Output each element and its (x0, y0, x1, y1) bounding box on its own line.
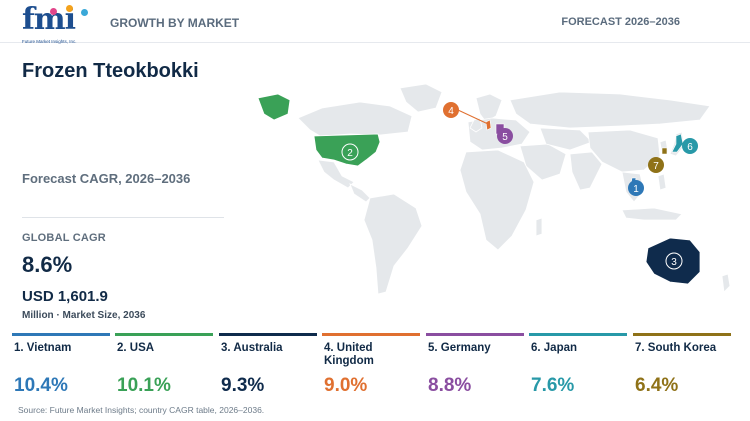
country-name: 2. USA (117, 342, 155, 354)
country-card-south-korea[interactable]: 7. South Korea 6.4% (633, 333, 731, 403)
land-india (569, 151, 603, 191)
land-central-asia (539, 127, 593, 151)
country-cagr-value: 9.0% (324, 375, 368, 396)
land-south-america (363, 193, 423, 295)
country-card-australia[interactable]: 3. Australia 9.3% (219, 333, 317, 403)
header-section-label: GROWTH BY MARKET (110, 16, 240, 30)
marker-uk[interactable]: 4 (443, 102, 459, 118)
country-name: 3. Australia (221, 342, 283, 354)
land-uk-ireland (469, 117, 483, 133)
forecast-subtitle: Forecast CAGR, 2026–2036 (22, 171, 191, 186)
country-cagr-value: 10.1% (117, 375, 171, 396)
country-name: 1. Vietnam (14, 342, 72, 354)
country-cagr-value: 9.3% (221, 375, 265, 396)
card-accent-bar (529, 333, 627, 336)
marker-australia[interactable]: 3 (665, 252, 683, 270)
country-card-vietnam[interactable]: 1. Vietnam 10.4% (12, 333, 110, 403)
card-accent-bar (12, 333, 110, 336)
marker-label-usa: 2 (347, 148, 353, 159)
land-madagascar (535, 217, 543, 237)
country-cagr-value: 8.8% (428, 375, 472, 396)
land-philippines (657, 173, 667, 191)
market-size-value: USD 1,601.9 (22, 288, 108, 305)
market-size-unit: Million · Market Size, 2036 (22, 310, 146, 321)
country-cagr-cards: 1. Vietnam 10.4% 2. USA 10.1% 3. Austral… (12, 333, 736, 403)
world-map: 1 2 3 4 5 6 7 (257, 83, 731, 295)
marker-label-vietnam: 1 (633, 184, 639, 195)
country-name: 5. Germany (428, 342, 491, 354)
land-greenland (399, 83, 443, 113)
marker-label-south-korea: 7 (653, 161, 659, 172)
land-russia (509, 91, 711, 129)
header-forecast-label: FORECAST 2026–2036 (561, 16, 680, 28)
marker-label-germany: 5 (502, 132, 508, 143)
uk-shape (485, 119, 492, 131)
country-cagr-value: 10.4% (14, 375, 68, 396)
header: fmi Future Market Insights, Inc. GROWTH … (0, 0, 750, 46)
marker-vietnam[interactable]: 1 (628, 180, 644, 196)
country-name: 7. South Korea (635, 342, 717, 354)
card-accent-bar (219, 333, 317, 336)
country-card-united-kingdom[interactable]: 4. United Kingdom 9.0% (322, 333, 420, 403)
marker-germany[interactable]: 5 (497, 128, 513, 144)
card-accent-bar (115, 333, 213, 336)
logo-dot-icon (50, 8, 57, 15)
divider (22, 217, 224, 218)
page-title: Frozen Tteokbokki (22, 60, 199, 82)
south-korea-shape (661, 147, 668, 155)
global-cagr-label: GLOBAL CAGR (22, 232, 106, 244)
marker-south-korea[interactable]: 7 (648, 157, 664, 173)
country-cagr-value: 7.6% (531, 375, 575, 396)
uk-leader-line (457, 109, 489, 125)
card-accent-bar (426, 333, 524, 336)
global-cagr-value: 8.6% (22, 252, 73, 277)
marker-label-uk: 4 (448, 106, 454, 117)
marker-label-japan: 6 (687, 142, 693, 153)
country-card-germany[interactable]: 5. Germany 8.8% (426, 333, 524, 403)
logo-dot-icon (81, 9, 88, 16)
country-name: 4. United Kingdom (324, 342, 374, 367)
land-indonesia (621, 207, 683, 221)
card-accent-bar (322, 333, 420, 336)
marker-usa[interactable]: 2 (341, 143, 359, 161)
card-accent-bar (633, 333, 731, 336)
japan-shape (671, 133, 684, 153)
land-central-america (349, 183, 371, 203)
logo-dot-icon (66, 5, 73, 12)
logo-tagline: Future Market Insights, Inc. (22, 39, 77, 44)
country-name: 6. Japan (531, 342, 578, 354)
country-card-japan[interactable]: 6. Japan 7.6% (529, 333, 627, 403)
fmi-logo[interactable]: fmi Future Market Insights, Inc. (22, 2, 92, 46)
marker-label-australia: 3 (671, 257, 677, 268)
land-new-zealand (721, 273, 731, 293)
marker-japan[interactable]: 6 (682, 138, 698, 154)
alaska-shape (257, 93, 291, 121)
land-china (587, 129, 661, 173)
land-scandinavia (475, 93, 503, 123)
land-africa (459, 149, 535, 251)
land-canada (297, 101, 413, 137)
country-card-usa[interactable]: 2. USA 10.1% (115, 333, 213, 403)
country-cagr-value: 6.4% (635, 375, 679, 396)
source-note: Source: Future Market Insights; country … (18, 405, 265, 415)
